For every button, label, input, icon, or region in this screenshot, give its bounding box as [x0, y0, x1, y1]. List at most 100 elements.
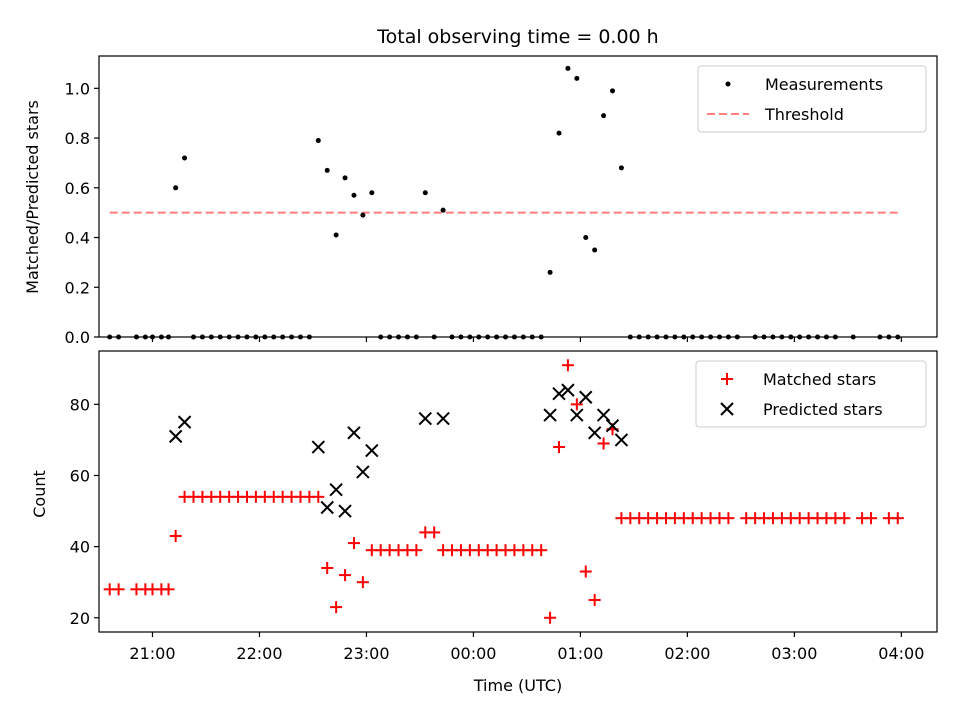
- measurement-point: [609, 88, 615, 94]
- legend-measurements-label: Measurements: [765, 75, 883, 94]
- predicted-star-point: [561, 383, 575, 397]
- matched-star-point: [410, 544, 423, 557]
- predicted-star-point: [338, 504, 352, 518]
- measurement-point: [583, 235, 589, 241]
- measurement-point: [182, 155, 188, 161]
- top-legend: Measurements Threshold: [697, 65, 927, 133]
- measurement-point: [360, 212, 366, 218]
- predicted-star-point: [570, 408, 584, 422]
- top-y-tick-label: 1.0: [65, 79, 90, 98]
- predicted-star-point: [177, 415, 192, 429]
- legend-matched-label: Matched stars: [763, 370, 876, 389]
- top-y-tick-label: 0.0: [65, 328, 90, 347]
- matched-star-point: [321, 561, 334, 574]
- top-y-tick-label: 0.4: [65, 229, 90, 248]
- matched-star-point: [339, 569, 352, 582]
- x-tick-label: 03:00: [771, 644, 817, 663]
- measurement-point: [574, 75, 580, 81]
- top-axes-frame: [98, 55, 938, 338]
- bottom-axes-frame: [98, 350, 938, 633]
- bottom-plot-area: [103, 359, 904, 624]
- matched-star-point: [570, 398, 583, 411]
- x-tick-label: 00:00: [450, 644, 496, 663]
- measurement-point: [422, 190, 428, 196]
- matched-star-point: [838, 512, 851, 525]
- predicted-star-point: [579, 390, 593, 404]
- bottom-y-tick-label: 80: [70, 395, 90, 414]
- x-tick-label: 04:00: [878, 644, 924, 663]
- matched-star-point: [356, 576, 369, 589]
- top-y-ticks: 0.0 0.2 0.4 0.6 0.8 1.0: [65, 79, 99, 347]
- x-tick-label: 22:00: [236, 644, 282, 663]
- predicted-star-point: [596, 408, 611, 422]
- predicted-star-point: [320, 500, 334, 515]
- chart-title: Total observing time = 0.00 h: [376, 26, 658, 48]
- predicted-star-point: [329, 483, 343, 497]
- x-tick-label: 02:00: [664, 644, 710, 663]
- measurement-point: [440, 207, 446, 213]
- bottom-y-axis-label: Count: [30, 470, 49, 518]
- bottom-legend: Matched stars Predicted stars: [695, 360, 927, 428]
- measurement-point: [369, 190, 375, 196]
- measurement-point: [547, 269, 553, 275]
- measurement-point: [173, 185, 179, 191]
- predicted-star-point: [436, 411, 450, 426]
- bottom-legend-box: [695, 360, 927, 428]
- predicted-star-point: [365, 443, 379, 458]
- predicted-star-point: [356, 465, 370, 479]
- measurement-point: [556, 130, 562, 136]
- x-axis-label: Time (UTC): [473, 676, 562, 695]
- matched-star-point: [553, 441, 566, 454]
- measurement-point: [351, 192, 357, 198]
- legend-threshold-label: Threshold: [764, 105, 844, 124]
- top-y-tick-label: 0.6: [65, 179, 90, 198]
- bottom-y-ticks: 20 40 60 80: [70, 395, 99, 628]
- matched-star-point: [312, 490, 325, 503]
- bottom-x-ticks: 21:00 22:00 23:00 00:00 01:00 02:00 03:00 04:00: [129, 632, 924, 663]
- predicted-star-point: [605, 418, 620, 433]
- top-y-axis-label: Matched/Predicted stars: [23, 100, 42, 294]
- predicted-star-point: [614, 433, 629, 447]
- matched-star-point: [544, 611, 557, 624]
- legend-predicted-marker: [720, 402, 734, 416]
- bottom-y-tick-label: 20: [70, 609, 90, 628]
- measurement-point: [315, 138, 321, 144]
- x-tick-label: 23:00: [343, 644, 389, 663]
- predicted-star-point: [311, 440, 326, 454]
- measurement-point: [565, 65, 571, 71]
- predicted-star-point: [543, 408, 557, 422]
- matched-star-point: [597, 437, 610, 450]
- matched-star-point: [347, 537, 360, 550]
- matched-star-point: [330, 601, 343, 614]
- top-panel: Matched/Predicted stars 0.0 0.2 0.4 0.6 0.8 1…: [23, 55, 938, 347]
- matched-star-point: [579, 565, 592, 578]
- legend-predicted-label: Predicted stars: [763, 400, 883, 419]
- bottom-y-tick-label: 60: [70, 466, 90, 485]
- matched-star-point: [561, 359, 574, 372]
- measurement-point: [618, 165, 624, 171]
- predicted-star-point: [587, 426, 602, 440]
- matched-star-point: [112, 583, 125, 596]
- bottom-y-tick-label: 40: [70, 538, 90, 557]
- top-y-tick-label: 0.8: [65, 129, 90, 148]
- matched-star-point: [865, 512, 878, 525]
- bottom-panel: Count Time (UTC) 20 40 60 80 21:00 22:00 23:0…: [30, 350, 938, 695]
- matched-star-point: [722, 512, 735, 525]
- matched-star-point: [428, 526, 441, 539]
- measurement-point: [592, 247, 598, 253]
- matched-star-point: [162, 583, 175, 596]
- top-legend-box: [697, 65, 927, 133]
- legend-matched-marker: [721, 373, 733, 385]
- matched-star-point: [588, 593, 601, 606]
- matched-star-point: [169, 529, 182, 542]
- matched-star-point: [891, 512, 904, 525]
- x-tick-label: 21:00: [129, 644, 175, 663]
- measurement-point: [601, 113, 607, 119]
- legend-measurements-marker: [725, 81, 731, 87]
- top-x-ticks: [151, 337, 902, 342]
- measurement-point: [342, 175, 348, 181]
- predicted-star-point: [552, 386, 566, 401]
- predicted-star-point: [168, 429, 183, 444]
- measurement-point: [324, 167, 330, 173]
